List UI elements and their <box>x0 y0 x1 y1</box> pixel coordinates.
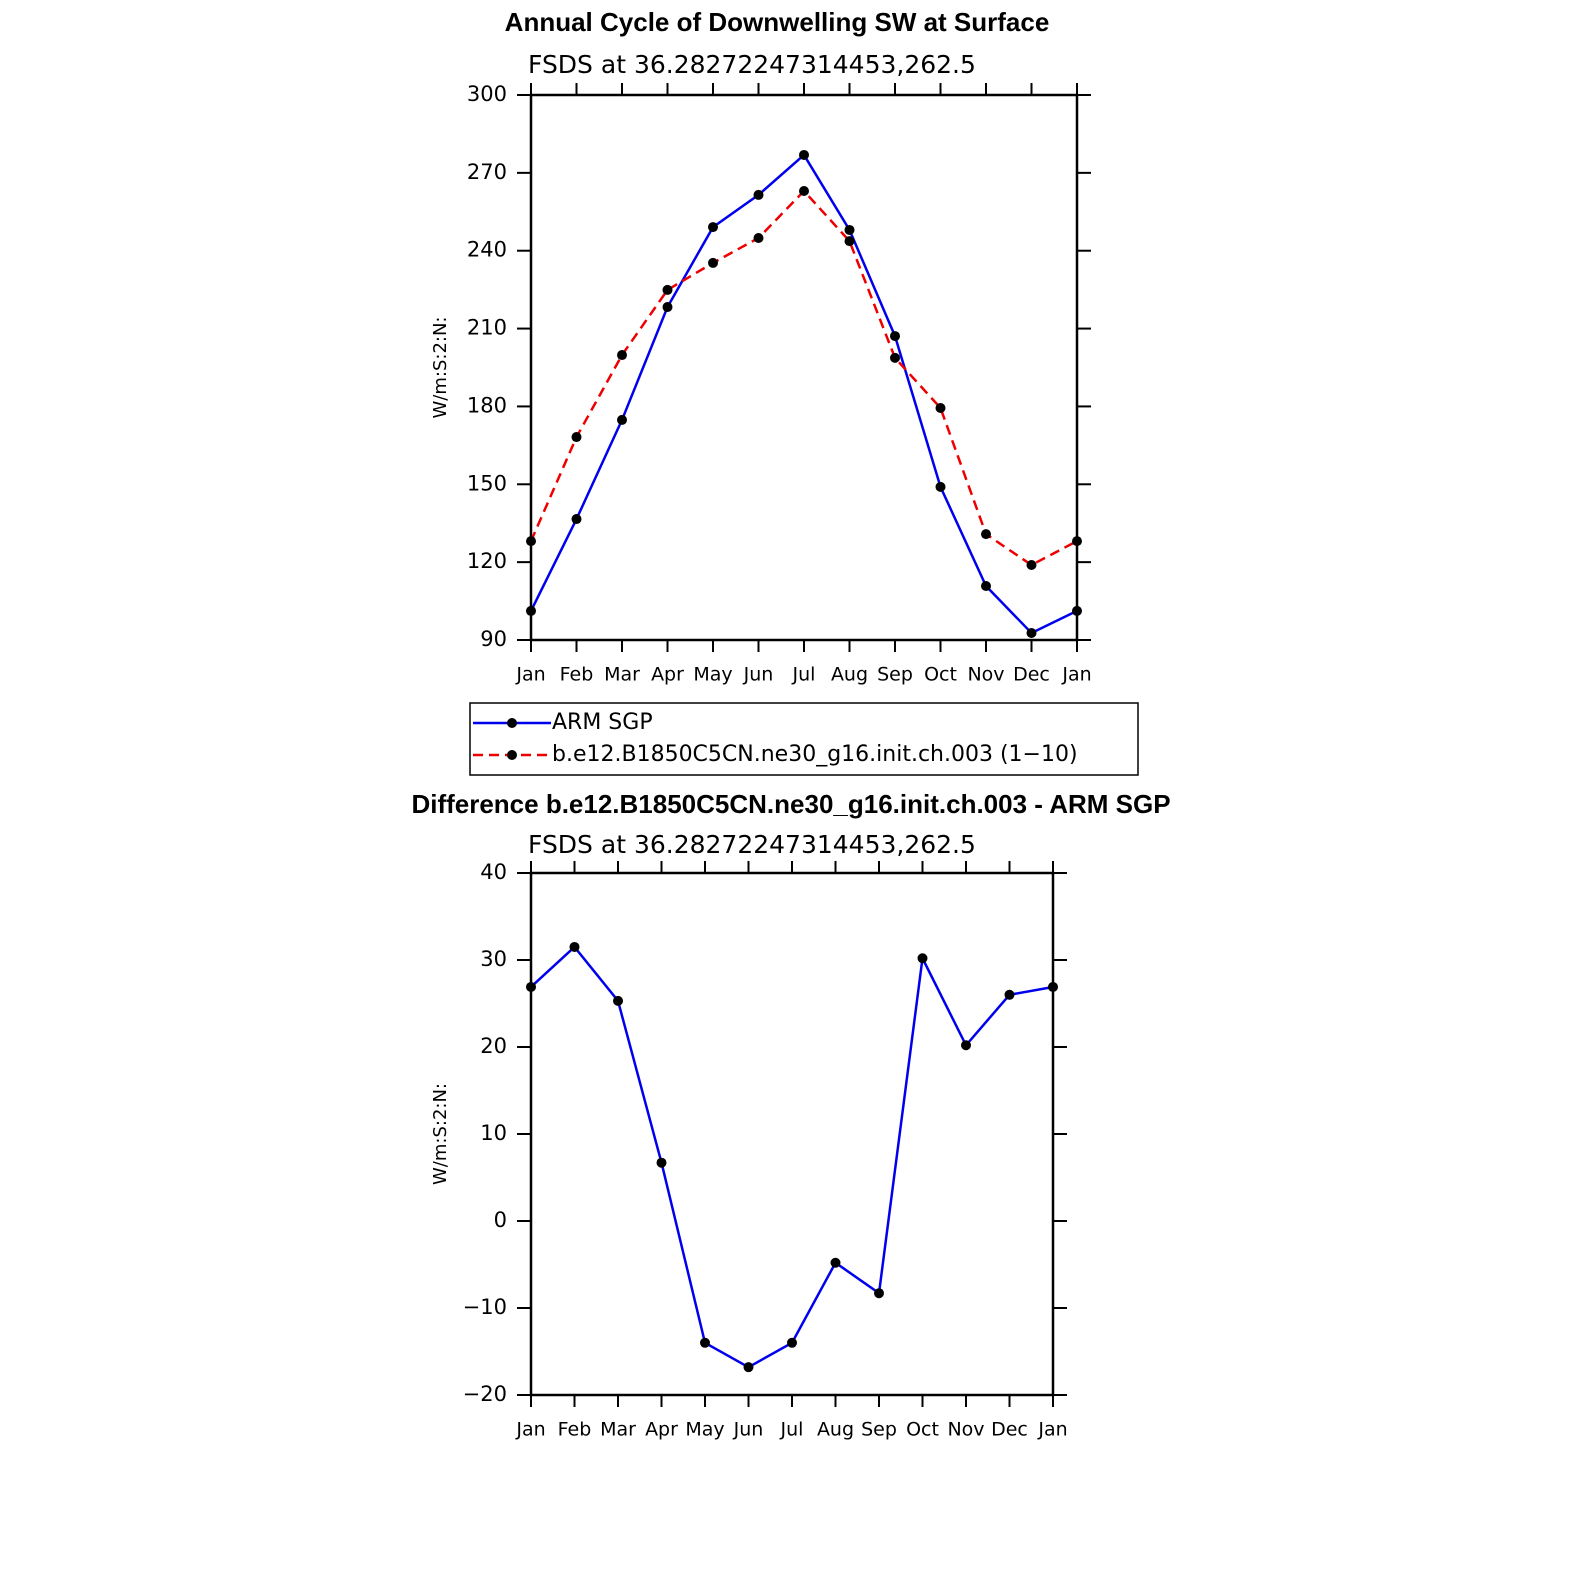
x-tick-label: Sep <box>877 664 913 686</box>
plot-frame <box>529 93 1079 642</box>
y-tick-label: 240 <box>467 238 507 262</box>
chart-title: Difference b.e12.B1850C5CN.ne30_g16.init… <box>411 789 1170 819</box>
data-line <box>530 945 1054 1369</box>
data-point <box>961 1040 971 1051</box>
x-tick-label: Jan <box>515 1419 545 1441</box>
data-point <box>799 149 809 160</box>
legend-label: b.e12.B1850C5CN.ne30_g16.init.ch.003 (1−… <box>552 742 1078 767</box>
data-point <box>874 1288 884 1299</box>
y-tick-label: 120 <box>467 549 507 573</box>
x-tick-label: Jul <box>780 1419 804 1441</box>
y-tick-label: −20 <box>463 1382 507 1406</box>
data-point <box>1072 536 1082 547</box>
x-tick-label: Jan <box>515 664 545 686</box>
data-point <box>935 402 946 413</box>
data-point <box>662 284 673 295</box>
x-tick-label: Aug <box>817 1419 854 1441</box>
x-tick-label: Nov <box>947 1419 984 1441</box>
x-tick-label: May <box>693 664 732 686</box>
y-tick-label: 180 <box>467 393 507 417</box>
y-tick-label: 10 <box>480 1121 507 1145</box>
x-tick-label: Jun <box>743 664 774 686</box>
data-point <box>662 302 673 313</box>
data-point <box>844 236 855 247</box>
chart-title: Annual Cycle of Downwelling SW at Surfac… <box>505 7 1050 37</box>
data-point <box>708 222 718 233</box>
data-point <box>844 224 855 235</box>
panel: Annual Cycle of Downwelling SW at Surfac… <box>430 7 1139 776</box>
y-axis-label: W/m:S:2:N: <box>430 317 451 419</box>
data-point <box>799 186 809 197</box>
data-point <box>617 414 627 425</box>
data-point <box>787 1337 797 1348</box>
data-point <box>753 232 764 243</box>
data-point <box>743 1362 754 1373</box>
x-tick-label: Sep <box>861 1419 897 1441</box>
y-tick-label: 270 <box>467 160 507 184</box>
chart-subtitle: FSDS at 36.28272247314453,262.5 <box>528 830 976 859</box>
y-axis-label: W/m:S:2:N: <box>430 1083 451 1185</box>
y-tick-label: 0 <box>494 1208 507 1232</box>
x-tick-label: Nov <box>967 664 1004 686</box>
x-tick-label: Mar <box>604 664 640 686</box>
data-point <box>1048 981 1058 992</box>
y-tick-label: 90 <box>480 627 507 651</box>
x-tick-label: Apr <box>651 664 684 686</box>
legend-label: ARM SGP <box>552 710 653 735</box>
data-point <box>571 514 582 525</box>
panel: Difference b.e12.B1850C5CN.ne30_g16.init… <box>411 789 1170 1441</box>
y-tick-label: 20 <box>480 1034 507 1058</box>
data-point <box>753 189 764 200</box>
data-point <box>935 481 946 492</box>
data-point <box>981 529 991 540</box>
data-point <box>1004 989 1015 1000</box>
y-tick-label: 150 <box>467 471 507 495</box>
data-point <box>617 350 627 361</box>
y-tick-label: 40 <box>480 860 507 884</box>
data-point <box>700 1337 710 1348</box>
x-tick-label: Jul <box>792 664 816 686</box>
x-tick-label: Dec <box>1013 664 1050 686</box>
data-point <box>1072 605 1082 616</box>
x-tick-label: Oct <box>924 664 957 686</box>
data-point <box>526 981 536 992</box>
data-line <box>529 189 1078 567</box>
data-point <box>656 1157 667 1168</box>
x-tick-label: Jan <box>1037 1419 1067 1441</box>
data-point <box>526 536 536 547</box>
x-tick-label: Feb <box>560 664 594 686</box>
legend-marker <box>507 750 517 760</box>
chart-subtitle: FSDS at 36.28272247314453,262.5 <box>528 50 976 79</box>
data-point <box>569 941 580 952</box>
data-point <box>981 581 991 592</box>
data-point <box>526 605 536 616</box>
x-tick-label: Oct <box>906 1419 939 1441</box>
plot-frame <box>529 871 1055 1397</box>
data-point <box>890 331 900 342</box>
x-tick-label: Mar <box>600 1419 636 1441</box>
x-tick-label: Apr <box>645 1419 678 1441</box>
y-tick-label: 30 <box>480 947 507 971</box>
x-tick-label: Dec <box>991 1419 1028 1441</box>
legend-marker <box>507 718 517 728</box>
x-tick-label: Jun <box>733 1419 764 1441</box>
data-point <box>890 352 900 363</box>
data-point <box>571 432 582 443</box>
x-tick-label: Feb <box>558 1419 592 1441</box>
x-tick-label: Aug <box>831 664 868 686</box>
data-point <box>613 995 623 1006</box>
x-tick-label: May <box>685 1419 724 1441</box>
y-tick-label: 210 <box>467 316 507 340</box>
x-tick-label: Jan <box>1061 664 1091 686</box>
data-line <box>529 153 1078 635</box>
data-point <box>830 1257 841 1268</box>
y-tick-label: −10 <box>463 1295 507 1319</box>
data-point <box>708 257 718 268</box>
legend-box <box>469 702 1139 776</box>
y-tick-label: 300 <box>467 82 507 106</box>
data-point <box>1026 627 1037 638</box>
data-point <box>1026 559 1037 570</box>
data-point <box>917 953 928 964</box>
